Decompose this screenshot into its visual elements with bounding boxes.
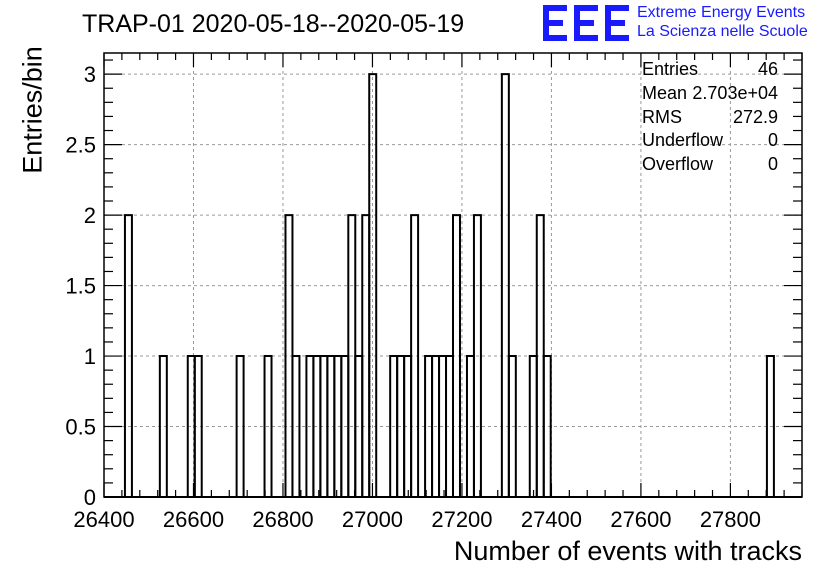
histogram-bin [368, 73, 378, 497]
y-axis-label: Entries/bin [17, 46, 48, 174]
stats-value: 2.703e+04 [692, 82, 778, 103]
histogram-bin [263, 355, 273, 497]
x-tick-label: 27800 [700, 507, 761, 532]
histogram-bin [472, 214, 482, 497]
logo-caption-line1: Extreme Energy Events [637, 4, 806, 21]
histogram-bin [765, 355, 775, 497]
stats-label: Underflow [642, 130, 724, 151]
stats-value: 272.9 [732, 106, 778, 127]
y-tick-label: 0.5 [65, 415, 96, 440]
y-tick-label: 0 [84, 485, 96, 510]
x-tick-label: 26400 [73, 507, 134, 532]
logo-caption: Extreme Energy Events La Scienza nelle S… [637, 3, 808, 41]
histogram-bin [410, 214, 420, 497]
stats-row-underflow: Underflow 0 [642, 129, 778, 153]
stats-row-rms: RMS 272.9 [642, 106, 778, 130]
histogram-bin [158, 355, 168, 497]
y-tick-label: 1.5 [65, 274, 96, 299]
x-tick-label: 26600 [163, 507, 224, 532]
histogram-bin [500, 73, 510, 497]
logo-caption-line2: La Scienza nelle Scuole [637, 23, 808, 40]
stats-value: 0 [767, 154, 778, 175]
histogram-bin [193, 355, 203, 497]
y-tick-label: 2 [84, 203, 96, 228]
x-tick-label: 27200 [431, 507, 492, 532]
stats-row-mean: Mean 2.703e+04 [642, 82, 778, 106]
x-tick-label: 27400 [521, 507, 582, 532]
y-tick-label: 1 [84, 344, 96, 369]
stats-row-overflow: Overflow 0 [642, 153, 778, 177]
plot-frame [103, 52, 803, 498]
stats-label: Overflow [642, 154, 714, 175]
stats-label: RMS [642, 106, 682, 127]
x-axis-label: Number of events with tracks [453, 536, 802, 566]
histogram-bin [452, 214, 461, 497]
stats-label: Mean [642, 82, 688, 103]
y-tick-label: 3 [84, 62, 96, 87]
x-tick-label: 27600 [610, 507, 671, 532]
x-tick-label: 26800 [252, 507, 313, 532]
stats-box: Entries 46 Mean 2.703e+04 RMS 272.9 Unde… [642, 58, 778, 177]
stats-value: 46 [757, 59, 778, 79]
histogram-bin [507, 355, 517, 497]
stats-row-entries: Entries 46 [642, 58, 778, 82]
stats-value: 0 [767, 130, 778, 151]
chart-title: TRAP-01 2020-05-18--2020-05-19 [82, 10, 465, 38]
stats-label: Entries [642, 59, 699, 79]
histogram-bin [123, 214, 133, 497]
histogram-bin [235, 355, 245, 497]
y-tick-label: 2.5 [65, 133, 96, 158]
x-tick-label: 27000 [342, 507, 403, 532]
histogram-bin [291, 355, 301, 497]
histogram-bin [542, 355, 552, 497]
eee-logo [543, 5, 629, 41]
